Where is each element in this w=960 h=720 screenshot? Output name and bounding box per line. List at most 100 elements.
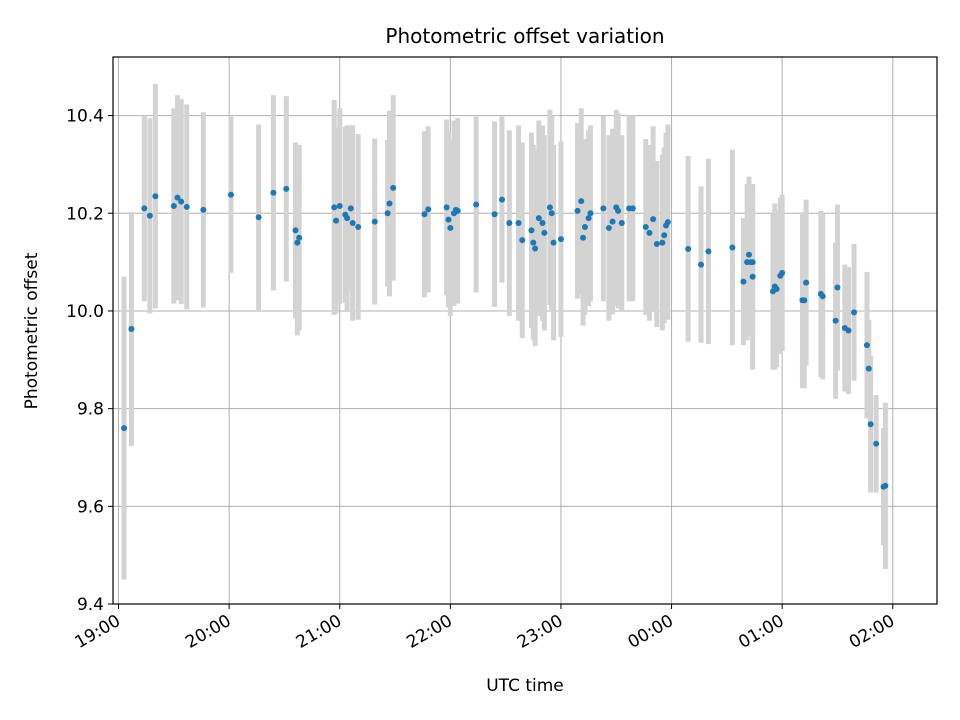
data-point [698,261,705,268]
data-point [685,245,692,252]
data-point [390,184,397,191]
data-point [548,210,555,217]
data-points [121,184,889,490]
y-tick-label: 9.4 [77,595,104,615]
data-point [867,421,874,428]
data-point [386,200,393,207]
data-point [445,216,452,223]
data-point [349,220,356,227]
data-point [585,215,592,222]
data-point [333,217,340,224]
chart-title: Photometric offset variation [385,24,664,48]
data-point [200,206,207,213]
data-point [618,220,625,227]
data-point [600,205,607,212]
data-point [615,207,622,214]
data-point [270,189,277,196]
data-point [629,205,636,212]
data-point [121,425,128,432]
data-point [865,365,872,372]
data-point [170,202,177,209]
y-axis-label: Photometric offset [22,252,42,409]
data-point [506,220,513,227]
data-point [535,215,542,222]
data-point [605,224,612,231]
data-point [384,210,391,217]
data-point [344,215,351,222]
data-point [294,239,301,246]
data-point [178,198,185,205]
data-point [650,216,657,223]
data-point [574,207,581,214]
data-point [355,223,362,230]
data-point [541,229,548,236]
y-tick-label: 9.8 [77,400,104,420]
data-point [530,239,537,246]
data-point [749,273,756,280]
x-axis-label: UTC time [486,676,564,696]
data-point [653,241,660,248]
y-tick-label: 10.0 [66,302,104,322]
data-point [447,224,454,231]
data-point [587,210,594,217]
y-tick-label: 9.6 [77,497,104,517]
y-axis-ticks: 9.4 9.6 9.8 10.0 10.2 10.4 [66,107,113,615]
data-point [146,212,153,219]
data-point [454,207,461,214]
data-point [832,317,839,324]
data-point [863,342,870,349]
data-point [803,279,810,286]
data-point [183,203,190,210]
data-point [609,218,616,225]
data-point [528,227,535,234]
data-point [519,237,526,244]
data-point [882,482,889,489]
data-point [664,219,671,226]
data-point [659,239,666,246]
data-point [550,239,557,246]
data-point [819,293,826,300]
data-point [801,297,808,304]
data-point [580,234,587,241]
data-point [749,259,756,266]
data-point [532,245,539,252]
data-point [539,220,546,227]
data-point [729,244,736,251]
data-point [443,204,450,211]
y-tick-label: 10.2 [66,204,104,224]
data-point [851,309,858,316]
data-point [834,284,841,291]
data-point [255,214,262,221]
plot-frame [112,56,938,605]
data-point [283,185,290,192]
data-point [128,326,135,333]
data-point [296,234,303,241]
y-tick-label: 10.4 [66,107,104,127]
data-point [515,220,522,227]
data-point [227,191,234,198]
data-point [557,236,564,243]
data-point [473,201,480,208]
data-point [578,198,585,205]
data-point [779,269,786,276]
data-point [581,223,588,230]
data-point [498,196,505,203]
data-point [642,223,649,230]
data-point [331,204,338,211]
data-point [371,218,378,225]
data-point [661,232,668,239]
data-point [646,229,653,236]
data-point [141,205,148,212]
data-point [773,285,780,292]
data-point [336,202,343,209]
data-point [347,205,354,212]
data-point [491,211,498,218]
data-point [152,193,159,200]
data-point [421,211,428,218]
data-point [705,248,712,255]
data-point [740,278,747,285]
data-point [845,327,852,334]
data-point [546,204,553,211]
